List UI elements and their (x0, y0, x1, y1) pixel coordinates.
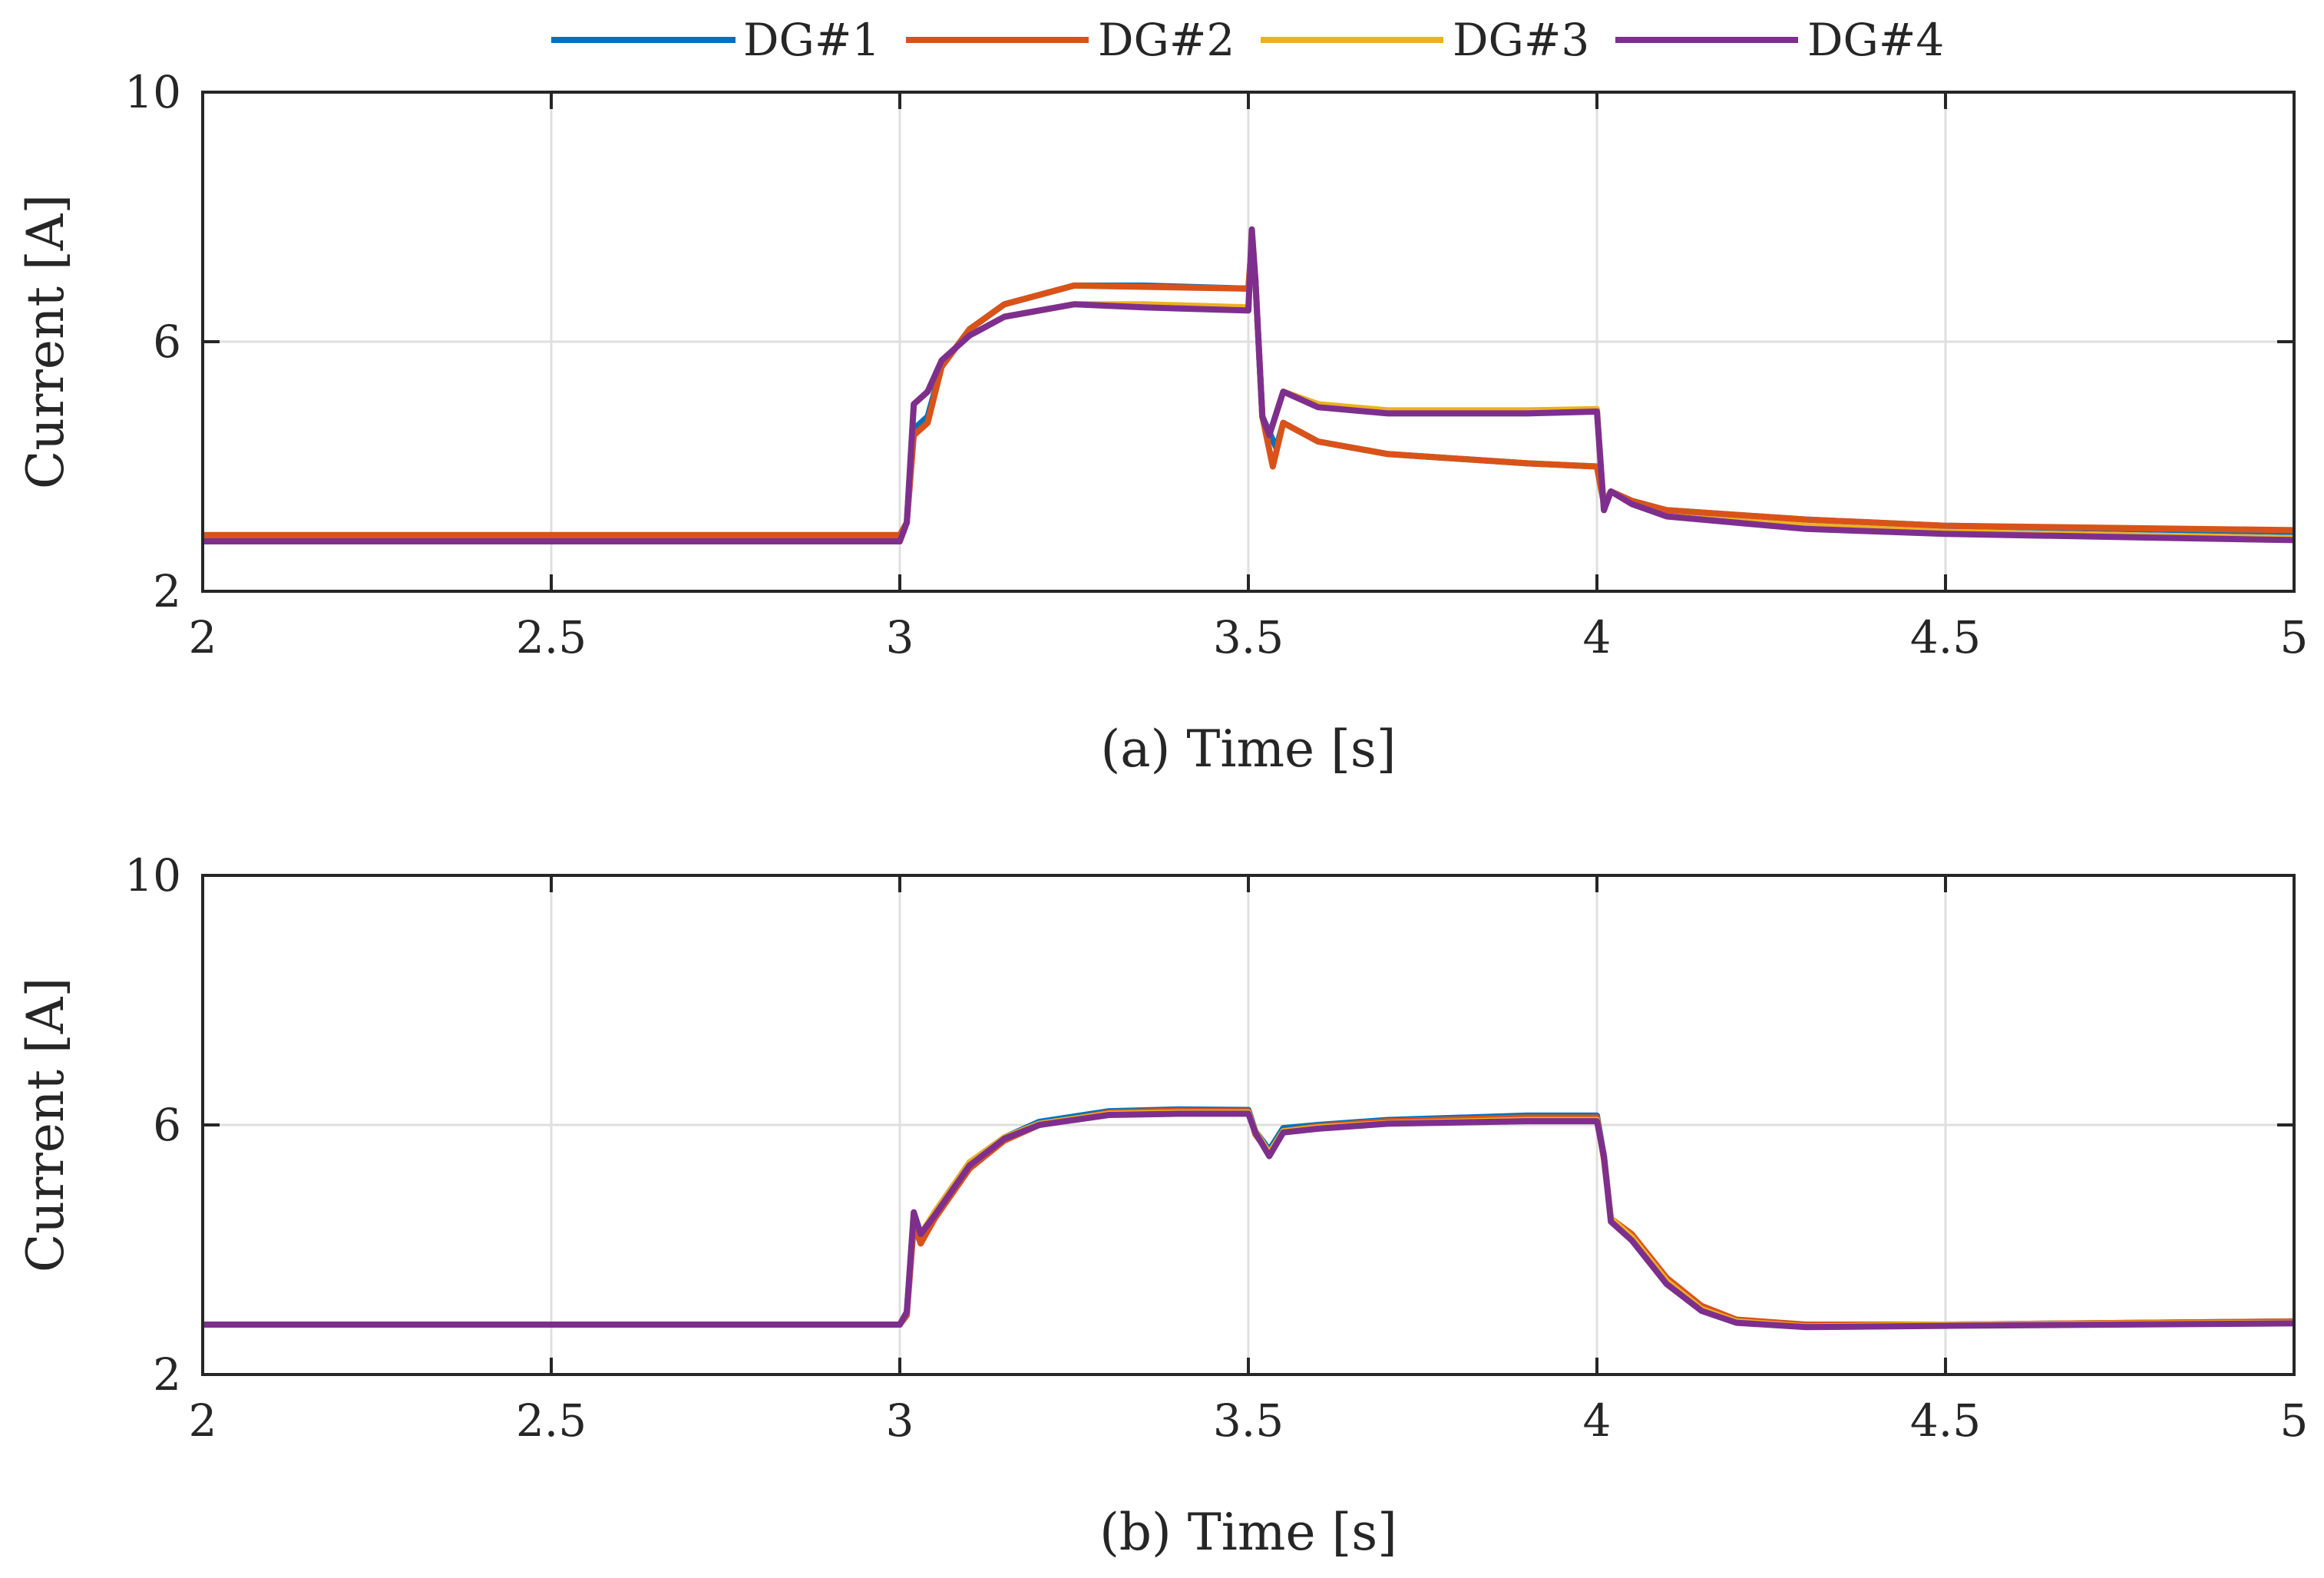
y-tick-label-a-2: 10 (124, 66, 181, 118)
legend-entry-dg1: DG#1 (551, 14, 880, 66)
legend-entry-dg2: DG#2 (906, 14, 1235, 66)
chart-a: 2 2.5 3 3.5 4 4.5 5 2 6 10 (a) Time [s] Current [A] (16, 66, 2308, 779)
x-tick-label-a-4: 4 (1583, 611, 1612, 663)
series-group-a (203, 226, 2294, 544)
x-tick-label-b-0: 2 (189, 1394, 217, 1447)
x-tick-label-a-2: 3 (886, 611, 914, 663)
x-tick-label-a-6: 5 (2280, 611, 2309, 663)
x-tick-label-a-1: 2.5 (516, 611, 587, 663)
legend-entry-dg4: DG#4 (1615, 14, 1944, 66)
x-tick-label-b-1: 2.5 (516, 1394, 587, 1447)
series-group-b (203, 1106, 2294, 1331)
legend: DG#1 DG#2 DG#3 DG#4 (551, 14, 1944, 66)
x-tick-label-b-3: 3.5 (1213, 1394, 1284, 1447)
x-tick-label-b-4: 4 (1583, 1394, 1612, 1447)
x-tick-label-b-2: 3 (886, 1394, 914, 1447)
legend-label-dg3: DG#3 (1453, 14, 1589, 66)
legend-entry-dg3: DG#3 (1261, 14, 1589, 66)
y-axis-title-a: Current [A] (16, 194, 75, 489)
legend-label-dg4: DG#4 (1807, 14, 1944, 66)
x-tick-label-b-6: 5 (2280, 1394, 2309, 1447)
legend-label-dg1: DG#1 (743, 14, 880, 66)
y-tick-label-b-2: 10 (124, 849, 181, 901)
y-axis-title-b: Current [A] (16, 978, 75, 1272)
y-tick-label-b-0: 2 (153, 1348, 181, 1401)
y-tick-label-a-1: 6 (153, 316, 181, 368)
x-tick-label-a-5: 4.5 (1910, 611, 1981, 663)
y-tick-label-b-1: 6 (153, 1099, 181, 1151)
x-axis-title-b: (b) Time [s] (1099, 1503, 1397, 1562)
series-line-b-dg4 (203, 1110, 2294, 1331)
x-axis-title-a: (a) Time [s] (1101, 720, 1397, 779)
x-tick-label-a-0: 2 (189, 611, 217, 663)
x-tick-label-a-3: 3.5 (1213, 611, 1284, 663)
x-tick-label-b-5: 4.5 (1910, 1394, 1981, 1447)
series-line-a-dg4 (203, 226, 2294, 544)
chart-b: 2 2.5 3 3.5 4 4.5 5 2 6 10 (b) Time [s] Current [A] (16, 849, 2308, 1562)
legend-label-dg2: DG#2 (1098, 14, 1235, 66)
y-tick-label-a-0: 2 (153, 565, 181, 617)
